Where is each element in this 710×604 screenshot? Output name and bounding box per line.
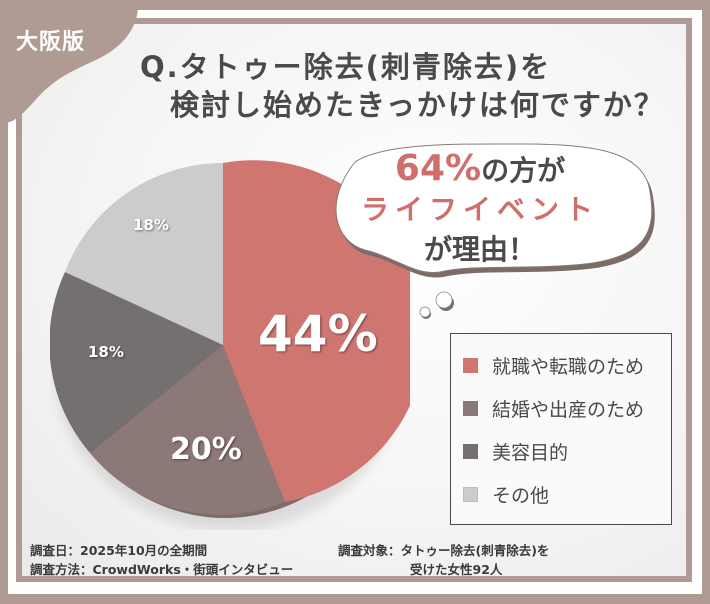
- survey-date: 調査日：2025年10月の全期間: [30, 543, 208, 558]
- page-title: Q.タトゥー除去(刺青除去)を 検討し始めたきっかけは何ですか？: [140, 48, 665, 124]
- legend-swatch-icon: [463, 443, 478, 459]
- chart-legend: 就職や転職のため 結婚や出産のため 美容目的 その他: [450, 333, 672, 525]
- callout-line2: ライフイベント: [360, 193, 599, 226]
- legend-label: 美容目的: [492, 441, 569, 464]
- legend-item-other: その他: [463, 479, 549, 509]
- survey-info-left: 調査日：2025年10月の全期間 調査方法：CrowdWorks・街頭インタビュ…: [30, 541, 293, 579]
- legend-swatch-icon: [463, 400, 478, 416]
- pie-label-other: 18%: [133, 216, 169, 234]
- pie-slice-beauty: [50, 272, 223, 453]
- survey-target-count: 受けた女性92人: [410, 562, 503, 577]
- corner-badge-shape: [0, 0, 139, 122]
- pie-label-job: 44%: [258, 305, 378, 363]
- callout-text: 64%の方が ライフイベント が理由！: [360, 150, 600, 270]
- title-line-1: Q.タトゥー除去(刺青除去)を: [140, 50, 552, 84]
- survey-info-right: 調査対象：タトゥー除去(刺青除去)を 受けた女性92人: [338, 541, 549, 579]
- survey-method: 調査方法：CrowdWorks・街頭インタビュー: [30, 562, 294, 577]
- pie-label-marriage: 20%: [170, 432, 242, 467]
- title-line-2: 検討し始めたきっかけは何ですか？: [170, 88, 665, 122]
- speech-bubble: [335, 143, 655, 319]
- legend-label: その他: [492, 484, 550, 507]
- legend-label: 就職や転職のため: [492, 355, 645, 378]
- pie-label-beauty: 18%: [88, 343, 124, 361]
- legend-item-marriage: 結婚や出産のため: [463, 393, 644, 423]
- legend-label: 結婚や出産のため: [492, 398, 645, 421]
- pie-slice-marriage: [90, 345, 285, 515]
- legend-swatch-icon: [463, 357, 478, 373]
- legend-item-beauty: 美容目的: [463, 436, 568, 466]
- pie-chart: [50, 160, 410, 530]
- pie-slice-other: [65, 163, 223, 345]
- callout-line3: が理由！: [423, 233, 536, 266]
- callout-percent: 64%: [394, 148, 482, 189]
- survey-target: 調査対象：タトゥー除去(刺青除去)を: [338, 543, 550, 558]
- legend-item-job: 就職や転職のため: [463, 350, 644, 380]
- callout-line1: の方が: [481, 154, 566, 187]
- region-badge: 大阪版: [16, 30, 86, 55]
- legend-swatch-icon: [463, 486, 478, 502]
